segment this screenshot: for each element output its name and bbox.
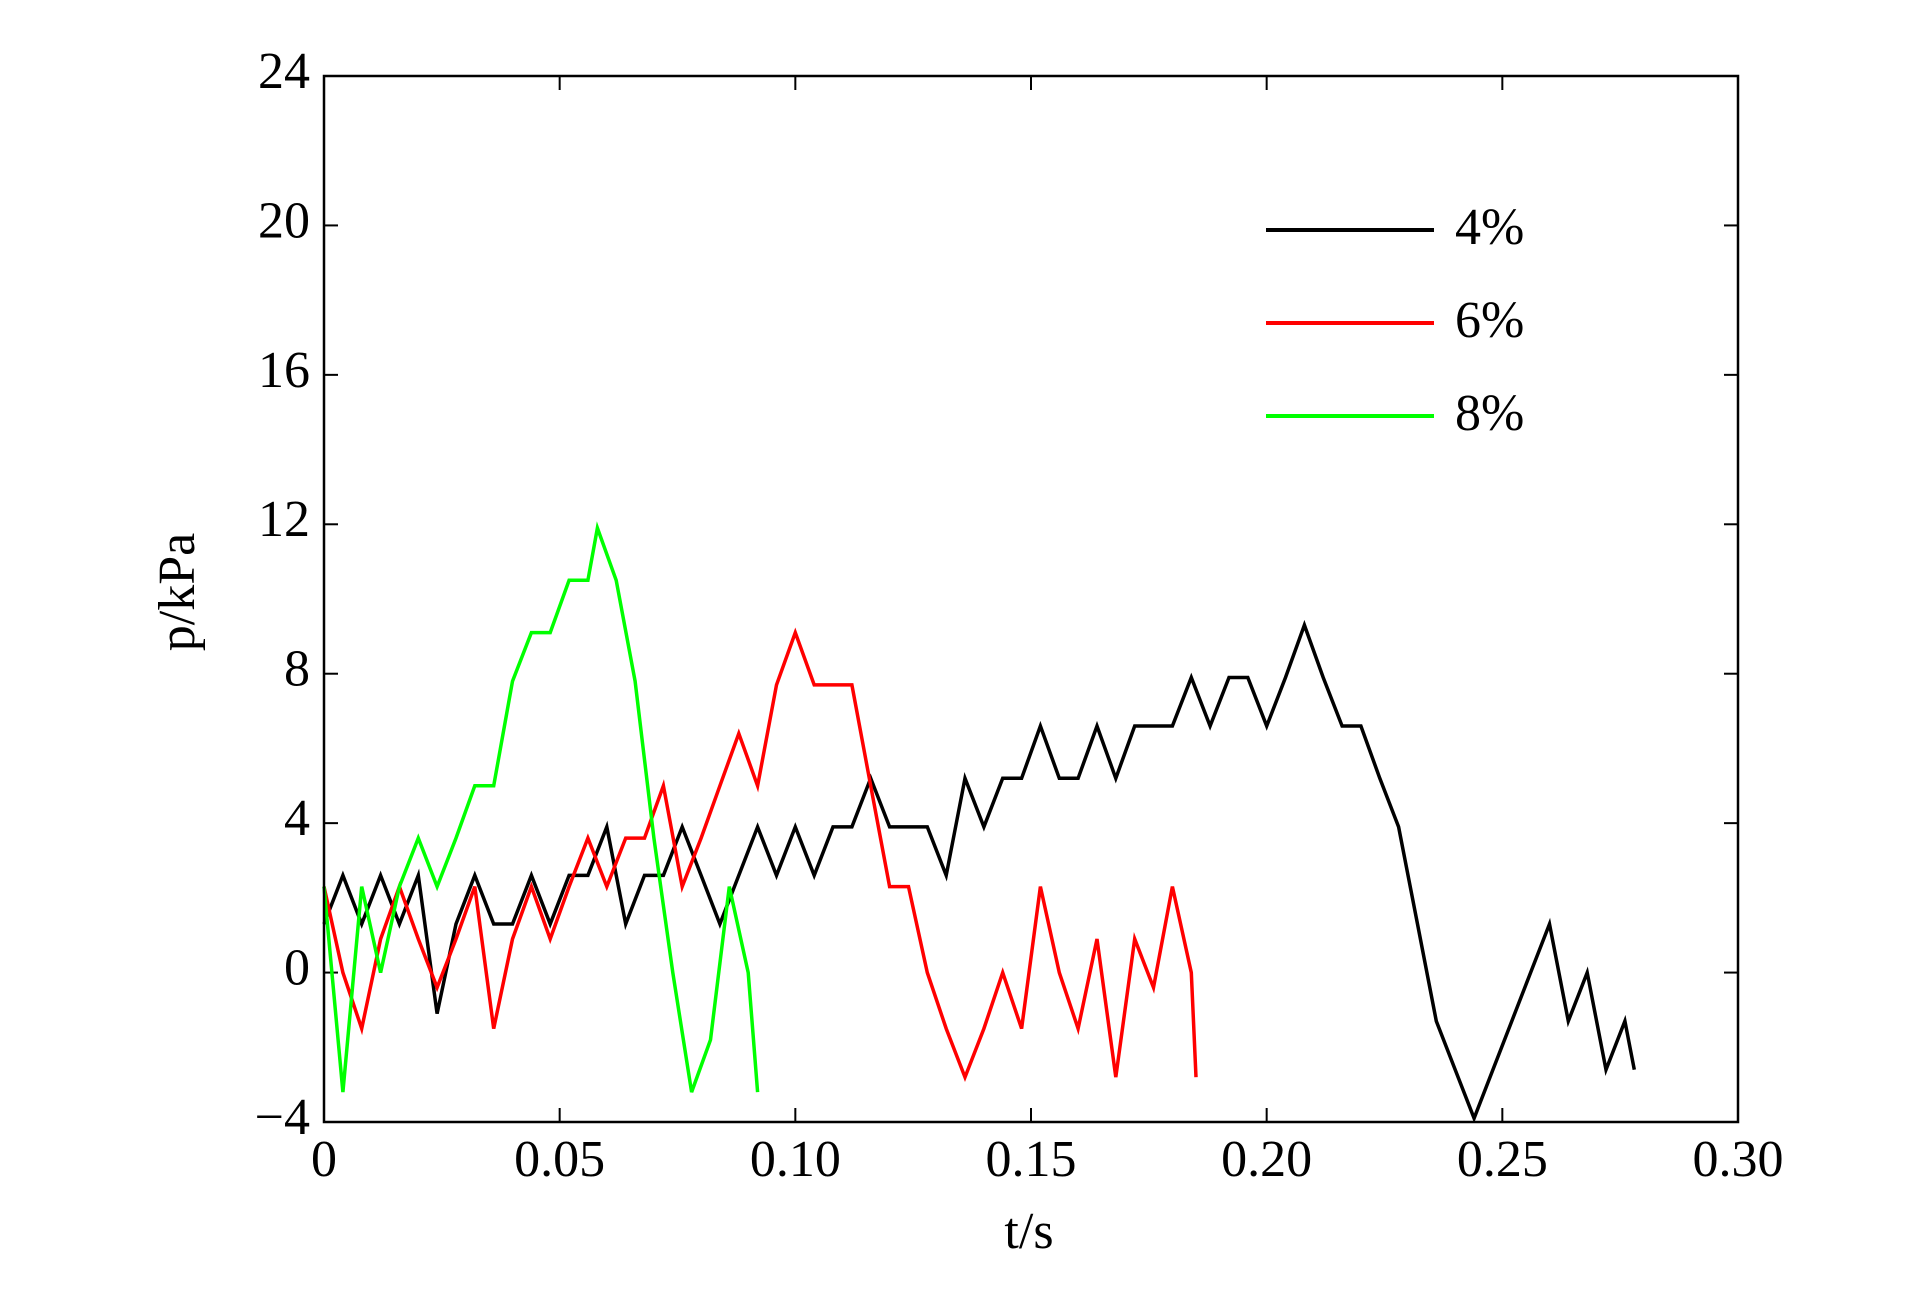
x-tick-label: 0.20 (1221, 1131, 1312, 1188)
y-tick-label: 12 (258, 491, 310, 548)
x-tick-label: 0.10 (750, 1131, 841, 1188)
y-axis-label: p/kPa (149, 533, 206, 651)
series-line (322, 521, 760, 1093)
legend-label: 6% (1455, 292, 1524, 349)
x-tick-label: 0.25 (1457, 1131, 1548, 1188)
y-tick-label: 20 (258, 192, 310, 249)
y-tick-label: −4 (255, 1089, 310, 1146)
series-line (322, 619, 1637, 1124)
x-tick-label: 0.05 (514, 1131, 605, 1188)
series-line (322, 627, 1198, 1083)
y-tick-label: 0 (284, 940, 310, 997)
x-tick-label: 0.15 (986, 1131, 1077, 1188)
y-tick-label: 16 (258, 342, 310, 399)
y-tick-label: 4 (284, 790, 310, 847)
legend-label: 4% (1455, 199, 1524, 256)
x-tick-label: 0 (311, 1131, 337, 1188)
y-tick-label: 24 (258, 43, 310, 100)
plot-frame (322, 74, 1740, 1124)
legend-label: 8% (1455, 385, 1524, 442)
x-axis-label: t/s (1004, 1203, 1053, 1260)
x-tick-label: 0.30 (1693, 1131, 1784, 1188)
y-tick-label: 8 (284, 641, 310, 698)
